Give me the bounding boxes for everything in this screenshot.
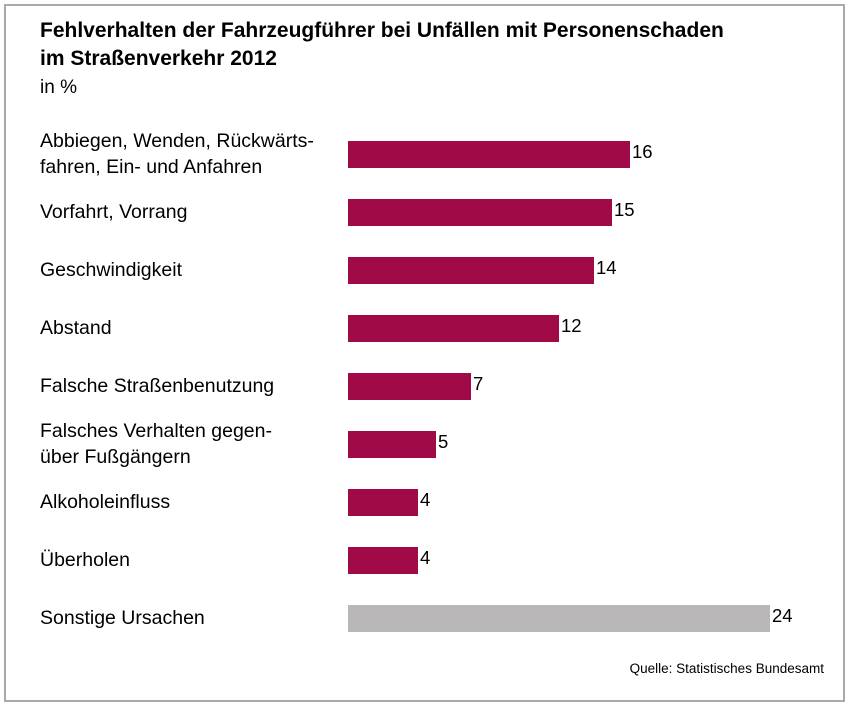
category-label: Vorfahrt, Vorrang: [40, 201, 188, 223]
chart-row: Falsche Straßenbenutzung 7: [40, 357, 820, 415]
bar: [348, 430, 436, 458]
value-label: 12: [561, 315, 582, 336]
category-label: Alkoholeinfluss: [40, 491, 171, 513]
value-label: 5: [438, 431, 449, 452]
chart-row: Abbiegen, Wenden, Rückwärts- fahren, Ein…: [40, 125, 820, 183]
chart-row: Alkoholeinfluss 4: [40, 473, 820, 531]
chart-row: Geschwindigkeit 14: [40, 241, 820, 299]
category-label: Geschwindigkeit: [40, 259, 182, 281]
value-label: 24: [772, 605, 793, 626]
category-label: Abbiegen, Wenden, Rückwärts- fahren, Ein…: [40, 130, 314, 178]
value-label: 4: [420, 547, 431, 568]
value-label: 4: [420, 489, 431, 510]
chart-row: Sonstige Ursachen 24: [40, 589, 820, 647]
chart-title: Fehlverhalten der Fahrzeugführer bei Unf…: [40, 19, 724, 70]
bar-chart: Abbiegen, Wenden, Rückwärts- fahren, Ein…: [40, 125, 820, 647]
category-label: Sonstige Ursachen: [40, 607, 205, 629]
chart-row: Falsches Verhalten gegen- über Fußgänger…: [40, 415, 820, 473]
category-label: Falsches Verhalten gegen- über Fußgänger…: [40, 420, 272, 468]
chart-row: Abstand 12: [40, 299, 820, 357]
bar: [348, 372, 471, 400]
category-label: Abstand: [40, 317, 112, 339]
bar: [348, 314, 559, 342]
value-label: 15: [614, 199, 635, 220]
bar: [348, 488, 418, 516]
bar: [348, 546, 418, 574]
value-label: 14: [596, 257, 617, 278]
bar: [348, 198, 612, 226]
value-label: 16: [632, 141, 653, 162]
chart-row: Vorfahrt, Vorrang 15: [40, 183, 820, 241]
chart-row: Überholen 4: [40, 531, 820, 589]
category-label: Überholen: [40, 549, 130, 571]
category-label: Falsche Straßenbenutzung: [40, 375, 275, 397]
value-label: 7: [473, 373, 484, 394]
bar: [348, 604, 770, 632]
bar: [348, 140, 630, 168]
bar: [348, 256, 594, 284]
source-caption: Quelle: Statistisches Bundesamt: [629, 661, 824, 676]
unit-label: in %: [40, 77, 77, 98]
